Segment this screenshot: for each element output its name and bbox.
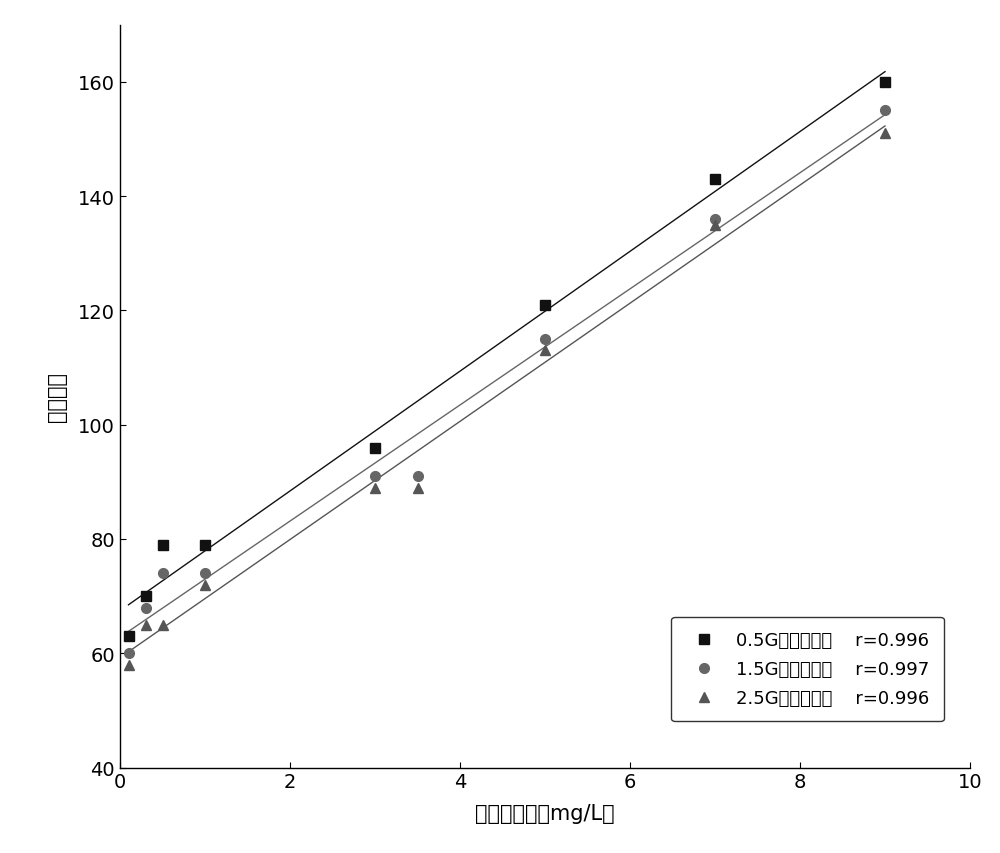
- Legend: 0.5G二乙烯三胺    r=0.996, 1.5G二乙烯三胺    r=0.997, 2.5G二乙烯三胺    r=0.996: 0.5G二乙烯三胺 r=0.996, 1.5G二乙烯三胺 r=0.997, 2.…: [671, 617, 944, 722]
- Y-axis label: 荧光强度: 荧光强度: [47, 372, 67, 421]
- X-axis label: 示踪剂浓度（mg/L）: 示踪剂浓度（mg/L）: [475, 803, 615, 822]
